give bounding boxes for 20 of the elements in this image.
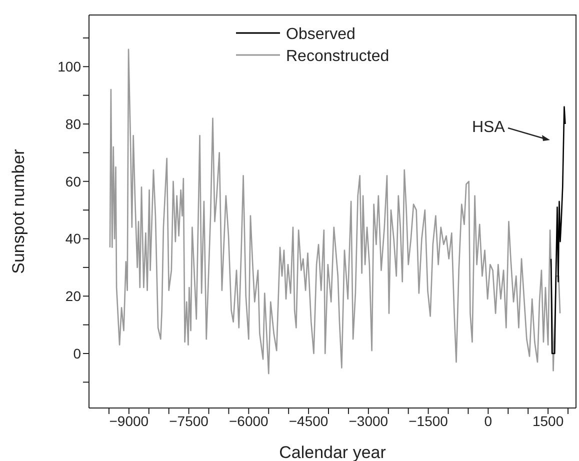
- line-series: [109, 48, 561, 374]
- x-tick-label: −9000: [109, 412, 149, 429]
- legend-label: Reconstructed: [286, 48, 390, 65]
- y-tick-label: 60: [65, 173, 82, 190]
- annotation: HSA: [472, 119, 506, 136]
- y-tick-label: 20: [65, 288, 82, 304]
- x-tick-label: 0: [484, 412, 492, 429]
- x-tick-label: −1500: [408, 412, 448, 429]
- y-axis-title: Sunspot number: [9, 148, 28, 274]
- y-tick-label: 0: [73, 345, 82, 362]
- x-tick-label: −6000: [229, 412, 269, 429]
- y-tick-label: 100: [58, 58, 82, 75]
- line-series: [550, 106, 566, 354]
- legend-label: Observed: [286, 26, 356, 43]
- x-tick-label: −3000: [348, 412, 388, 429]
- x-tick-label: 1500: [532, 412, 564, 429]
- y-tick-label: 80: [65, 116, 82, 132]
- x-tick-label: −7500: [169, 412, 209, 429]
- y-tick-label: 40: [65, 230, 82, 247]
- x-tick-label: −4500: [288, 412, 328, 429]
